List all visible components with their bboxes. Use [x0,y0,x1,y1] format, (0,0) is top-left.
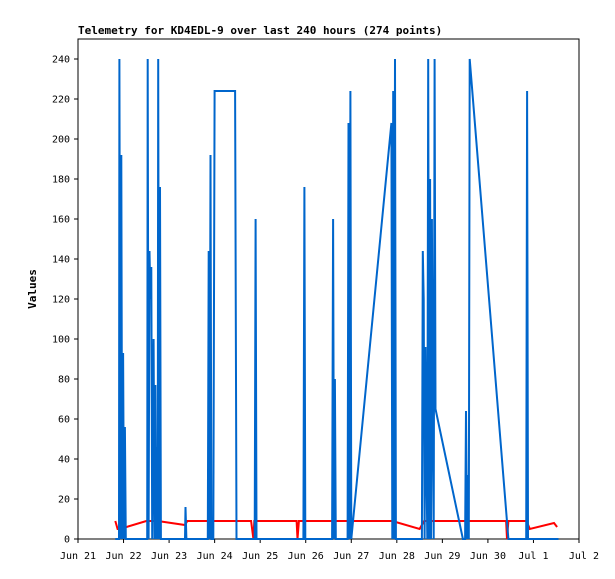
y-tick-label: 120 [52,295,70,306]
y-tick-label: 60 [58,415,70,426]
x-tick-label: Jun 29 [424,551,460,562]
y-tick-label: 80 [58,375,70,386]
x-tick-label: Jun 23 [151,551,187,562]
x-tick-label: Jul 2 [569,551,599,562]
y-axis: 0 20 40 60 80 100 120 140 160 180 200 220 240 [52,55,78,546]
y-tick-label: 160 [52,215,70,226]
x-tick-label: Jun 28 [379,551,415,562]
y-axis-label: Values [26,269,39,309]
y-tick-label: 180 [52,175,70,186]
y-tick-label: 140 [52,255,70,266]
x-tick-label: Jun 25 [242,551,278,562]
chart-title: Telemetry for KD4EDL-9 over last 240 hou… [78,24,442,37]
series-line-2 [115,58,559,540]
y-tick-label: 20 [58,495,70,506]
x-tick-label: Jun 27 [333,551,369,562]
x-tick-label: Jun 26 [288,551,324,562]
y-tick-label: 220 [52,95,70,106]
x-tick-label: Jul 1 [518,551,548,562]
x-axis: Jun 21 Jun 22 Jun 23 Jun 24 Jun 25 Jun 26 Jun … [60,539,599,562]
y-tick-label: 40 [58,455,70,466]
series-layer [114,58,559,540]
y-tick-label: 240 [52,55,70,66]
x-tick-label: Jun 30 [470,551,506,562]
x-tick-label: Jun 21 [60,551,96,562]
y-tick-label: 200 [52,135,70,146]
x-tick-label: Jun 24 [197,551,233,562]
x-tick-label: Jun 22 [105,551,141,562]
y-tick-label: 0 [64,535,70,546]
y-tick-label: 100 [52,335,70,346]
